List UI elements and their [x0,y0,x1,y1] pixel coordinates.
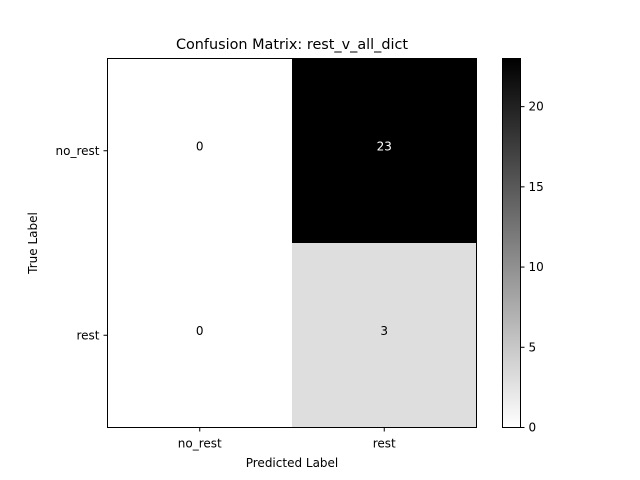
colorbar-tick-label: 5 [529,340,537,354]
heatmap-cell-no_rest-no_rest [107,58,292,243]
colorbar [502,58,521,428]
x-tick-label: no_rest [178,437,222,451]
cell-value-label: 0 [196,139,204,153]
colorbar-tick-label: 10 [529,260,544,274]
colorbar-tick-label: 15 [529,180,544,194]
heatmap-cell-rest-rest [292,243,477,428]
colorbar-tick-label: 0 [529,421,537,435]
heatmap-cell-rest-no_rest [107,243,292,428]
cell-value-labels: 0 23 0 3 [196,139,392,338]
cell-value-label: 23 [377,139,392,153]
y-axis-label: True Label [26,212,40,275]
y-tick-label: rest [76,328,99,342]
cell-value-label: 0 [196,324,204,338]
plot-frame [107,58,477,428]
colorbar-ticks: 0 5 10 15 20 [520,100,544,435]
heatmap-cells [107,58,477,428]
colorbar-tick-label: 20 [529,100,544,114]
cell-value-label: 3 [380,324,388,338]
chart-title: Confusion Matrix: rest_v_all_dict [176,37,408,53]
x-tick-label: rest [373,437,396,451]
x-axis-ticks: no_rest rest [178,427,396,451]
x-axis-label: Predicted Label [246,456,339,470]
heatmap-cell-no_rest-rest [292,58,477,243]
y-tick-label: no_rest [56,144,100,158]
